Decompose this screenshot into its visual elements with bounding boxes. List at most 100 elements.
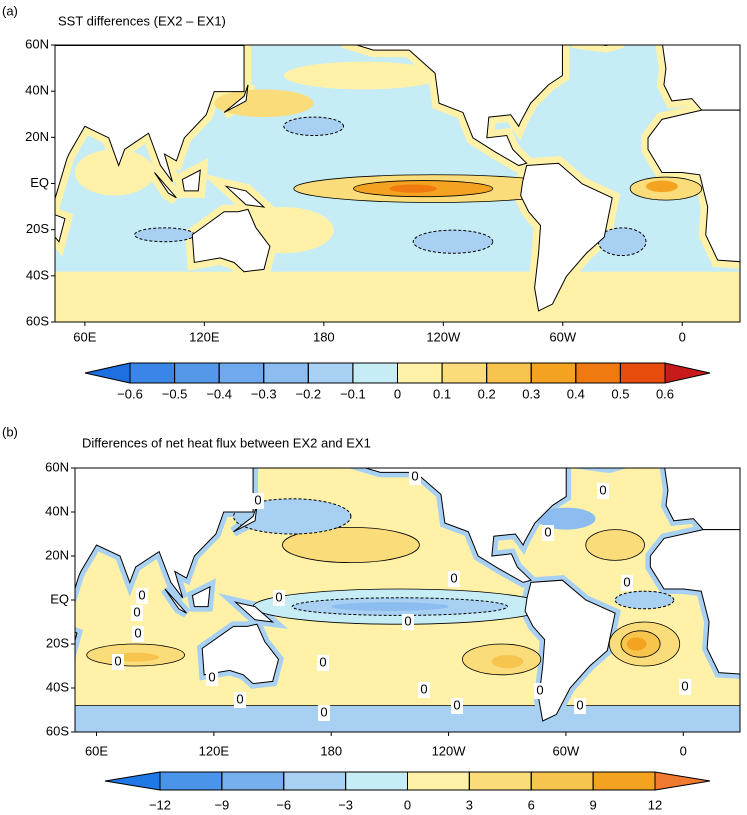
contour-label: 0: [254, 492, 261, 507]
contour-label: 0: [599, 482, 606, 497]
colorbar-tick-label: 0.3: [522, 386, 540, 401]
colorbar-tick-label: 0.5: [611, 386, 629, 401]
colorbar-tick-label: 0.6: [656, 386, 674, 401]
contour-label: 0: [404, 613, 411, 628]
colorbar-tick-label: −0.6: [117, 386, 143, 401]
field: [331, 602, 449, 611]
field: [55, 271, 740, 322]
colorbar-tick-label: −0.2: [295, 386, 321, 401]
lat-tick-label: EQ: [50, 591, 69, 606]
lat-tick-label: 20S: [46, 635, 69, 650]
field: [282, 527, 419, 562]
colorbar-tick-label: 0: [404, 797, 411, 812]
colorbar-tick-label: −0.3: [251, 386, 277, 401]
colorbar-tick-label: −0.4: [206, 386, 232, 401]
colorbar-box: [129, 362, 176, 384]
colorbar-tick-label: −9: [214, 797, 229, 812]
field: [586, 530, 645, 561]
contour-label-bg: [534, 683, 546, 699]
field: [214, 89, 314, 118]
lat-tick-label: 40N: [45, 503, 69, 518]
contour-label-bg: [409, 469, 421, 485]
colorbar-tick-label: −3: [338, 797, 353, 812]
lat-tick-label: 20N: [25, 129, 49, 144]
lon-tick-label: 120E: [199, 743, 230, 758]
map-a: [55, 45, 740, 322]
map-b: [75, 468, 740, 732]
contour-label-bg: [131, 605, 143, 621]
lon-tick-label: 0: [680, 743, 687, 758]
contour-label: 0: [576, 697, 583, 712]
contour-label: 0: [133, 604, 140, 619]
contour-label-bg: [574, 698, 586, 714]
contour-label-bg: [621, 575, 633, 591]
field: [135, 228, 195, 242]
colorbar-box: [307, 362, 354, 384]
contour-label: 0: [681, 678, 688, 693]
contour-label-bg: [451, 698, 463, 714]
lat-tick-label: 20N: [45, 547, 69, 562]
colorbar-box: [530, 362, 577, 384]
colorbar-tick-label: −0.5: [162, 386, 188, 401]
lon-tick-label: 60W: [553, 743, 580, 758]
colorbar-box: [407, 771, 470, 791]
lon-tick-label: 180: [320, 743, 342, 758]
contour-label: 0: [411, 468, 418, 483]
lon-tick-label: 120E: [189, 329, 220, 344]
colorbar-box: [592, 771, 656, 791]
field: [284, 117, 344, 135]
contour-label: 0: [623, 574, 630, 589]
contour-label: 0: [544, 524, 551, 539]
contour-label-bg: [273, 590, 285, 606]
field: [491, 655, 524, 669]
colorbar-tick-label: −6: [276, 797, 291, 812]
colorbar-tick-label: −0.1: [340, 386, 366, 401]
contour-label-bg: [597, 483, 609, 499]
lon-tick-label: 60E: [73, 329, 96, 344]
field: [646, 180, 678, 193]
contour-label-bg: [402, 614, 414, 630]
colorbar-extend: [104, 771, 161, 791]
lat-tick-label: 40N: [25, 83, 49, 98]
colorbar-extend: [654, 771, 711, 791]
field: [626, 637, 647, 651]
colorbar-box: [352, 362, 398, 384]
contour-label: 0: [138, 587, 145, 602]
contour-label: 0: [319, 654, 326, 669]
lat-tick-label: 60S: [46, 723, 69, 738]
colorbar-box: [575, 362, 621, 384]
lat-tick-label: 20S: [26, 221, 49, 236]
contour-label: 0: [450, 570, 457, 585]
colorbar-tick-label: −12: [149, 797, 171, 812]
colorbar-box: [221, 771, 285, 791]
field: [283, 61, 444, 90]
panel-title: Differences of net heat flux between EX2…: [82, 435, 371, 450]
lon-tick-label: 60E: [85, 743, 108, 758]
colorbar-box: [283, 771, 347, 791]
contour-label: 0: [134, 625, 141, 640]
colorbar-box: [530, 771, 594, 791]
colorbar-tick-label: 9: [590, 797, 597, 812]
contour-label-bg: [136, 588, 148, 604]
colorbar-extend: [84, 362, 131, 384]
lon-tick-label: 120W: [426, 329, 461, 344]
colorbar-box: [174, 362, 220, 384]
lat-tick-label: 60N: [25, 36, 49, 51]
contour-label: 0: [453, 697, 460, 712]
contour-label: 0: [320, 704, 327, 719]
contour-label-bg: [317, 655, 329, 671]
colorbar-box: [397, 362, 443, 384]
colorbar-tick-label: 3: [466, 797, 473, 812]
colorbar-box: [619, 362, 666, 384]
field: [389, 184, 438, 193]
colorbar-tick-label: 0.1: [433, 386, 451, 401]
lat-tick-label: 60N: [45, 459, 69, 474]
field: [536, 507, 596, 530]
contour-label: 0: [420, 681, 427, 696]
contour-label-bg: [448, 571, 460, 587]
contour-label-bg: [542, 525, 554, 541]
field: [615, 591, 674, 609]
lat-tick-label: EQ: [30, 175, 49, 190]
contour-label-bg: [318, 705, 330, 721]
field: [75, 706, 740, 732]
